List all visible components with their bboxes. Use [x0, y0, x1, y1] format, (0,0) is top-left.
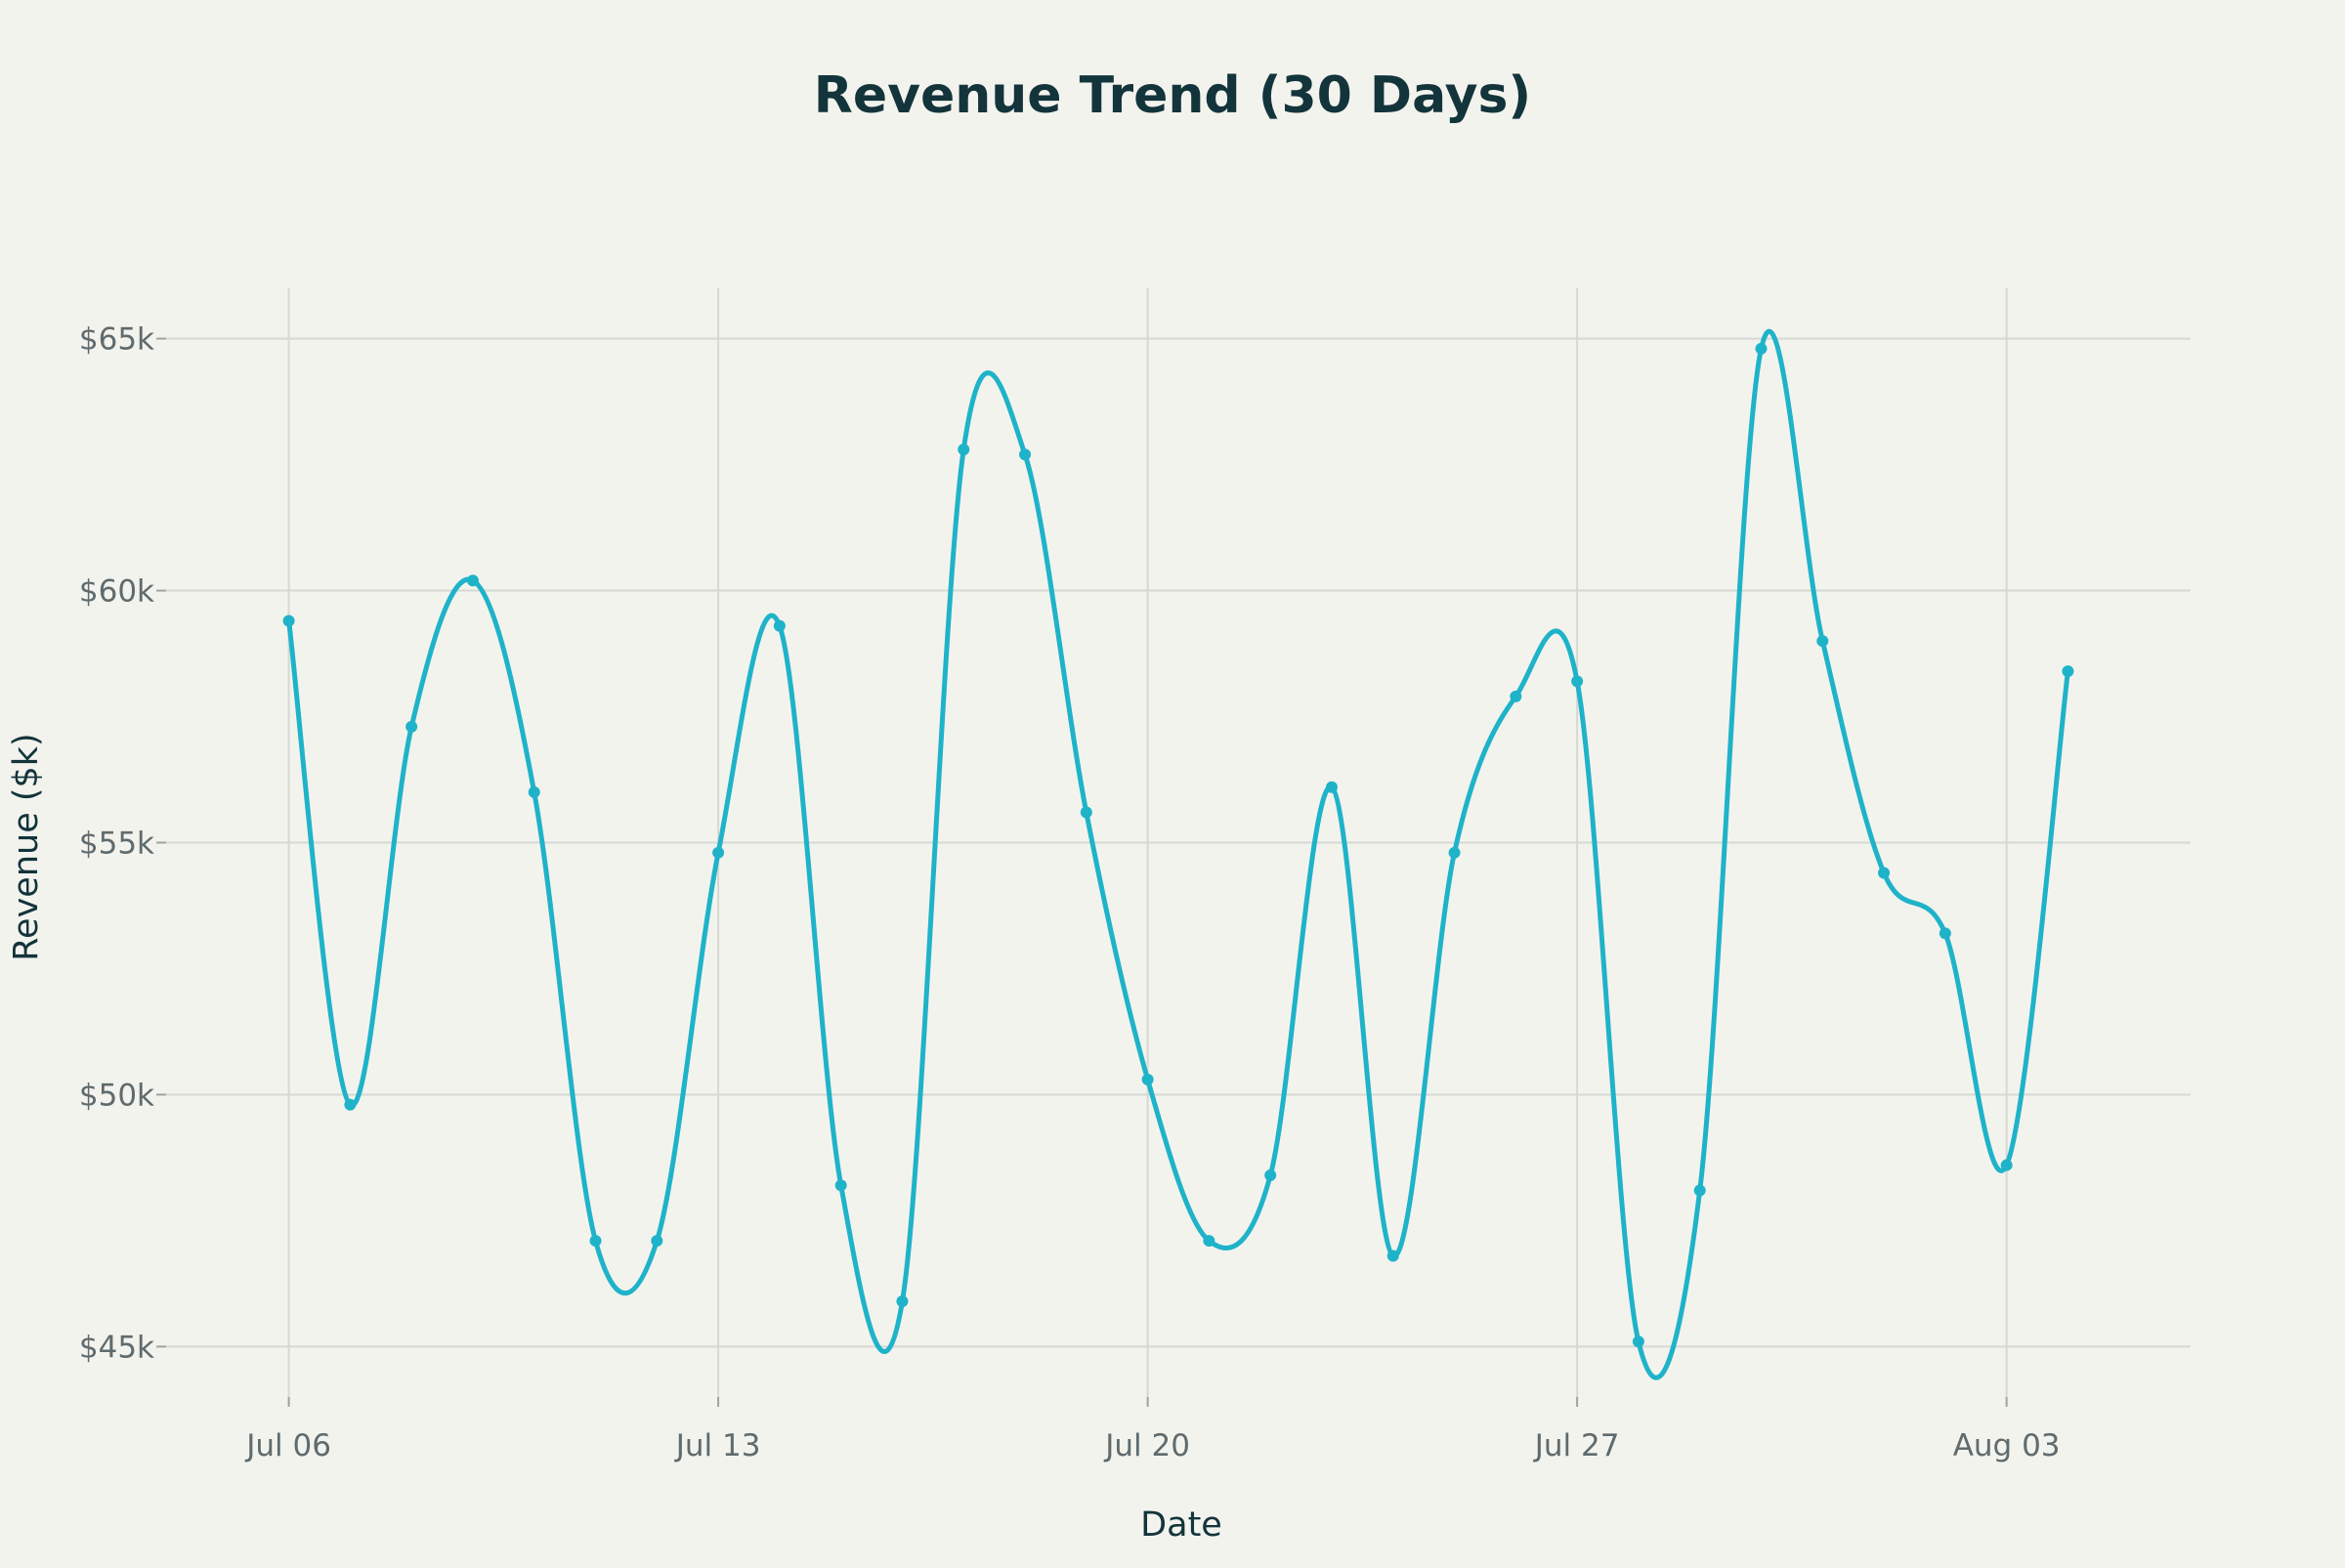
x-tick-label: Aug 03 — [1953, 1428, 2061, 1463]
data-point[interactable] — [896, 1295, 908, 1307]
data-point[interactable] — [1142, 1074, 1154, 1085]
data-point[interactable] — [1449, 847, 1461, 859]
revenue-series-line — [289, 331, 2068, 1377]
series-layer — [283, 331, 2074, 1377]
chart-title: Revenue Trend (30 Days) — [814, 66, 1531, 125]
data-point[interactable] — [958, 444, 969, 455]
data-point[interactable] — [1081, 807, 1092, 819]
data-point[interactable] — [651, 1235, 662, 1247]
y-tick-label: $45k — [79, 1330, 154, 1365]
y-tick-label: $50k — [79, 1078, 154, 1113]
data-point[interactable] — [1694, 1184, 1706, 1196]
data-point[interactable] — [774, 620, 786, 632]
data-point[interactable] — [1510, 691, 1521, 702]
y-tick-label: $65k — [79, 322, 154, 358]
data-point[interactable] — [1264, 1169, 1276, 1181]
data-point[interactable] — [1326, 782, 1338, 793]
y-tick-label: $55k — [79, 826, 154, 862]
data-point[interactable] — [405, 721, 417, 733]
data-point[interactable] — [1387, 1250, 1399, 1262]
data-point[interactable] — [344, 1099, 356, 1111]
grid-layer — [166, 288, 2191, 1397]
data-point[interactable] — [283, 615, 295, 627]
data-point[interactable] — [835, 1179, 847, 1191]
data-point[interactable] — [1755, 343, 1767, 355]
data-point[interactable] — [2062, 665, 2073, 677]
data-point[interactable] — [1816, 635, 1828, 647]
data-point[interactable] — [590, 1235, 602, 1247]
data-point[interactable] — [529, 786, 540, 798]
data-point[interactable] — [1878, 867, 1890, 878]
x-tick-label: Jul 20 — [1103, 1428, 1190, 1463]
y-tick-label: $60k — [79, 574, 154, 610]
data-point[interactable] — [2001, 1160, 2013, 1171]
y-axis-title: Revenue ($k) — [7, 733, 46, 960]
data-point[interactable] — [467, 574, 479, 586]
data-point[interactable] — [1571, 675, 1583, 687]
data-point[interactable] — [1633, 1335, 1644, 1347]
tick-layer: $45k $50k $55k $60k $65k Jul 06 Jul 13 Jul 20 Ju… — [79, 322, 2061, 1463]
data-point[interactable] — [712, 847, 724, 859]
data-point[interactable] — [1940, 927, 1951, 939]
data-point[interactable] — [1019, 448, 1031, 460]
x-tick-label: Jul 06 — [244, 1428, 331, 1463]
x-axis-title: Date — [1140, 1505, 1222, 1545]
data-point[interactable] — [1203, 1235, 1215, 1247]
x-tick-label: Jul 27 — [1533, 1428, 1620, 1463]
x-tick-label: Jul 13 — [674, 1428, 761, 1463]
